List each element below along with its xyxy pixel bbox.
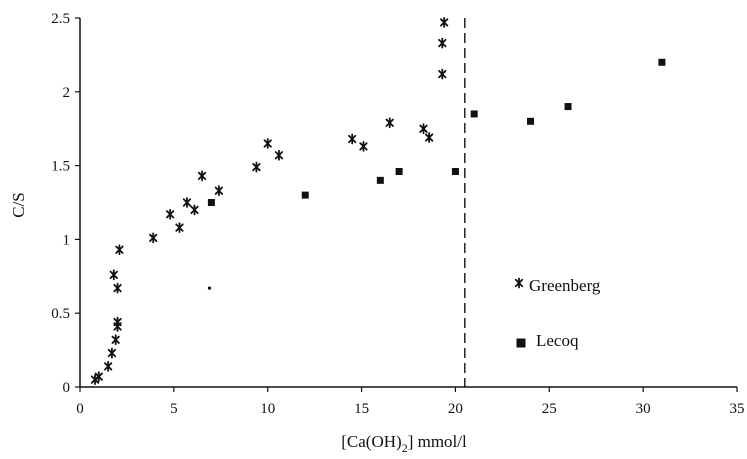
data-point-greenberg [440,17,449,28]
data-point-greenberg [113,316,122,328]
data-point-greenberg [175,222,184,233]
data-point-greenberg [197,170,207,182]
legend-marker-lecoq [516,338,526,348]
data-point-greenberg [438,68,447,80]
x-axis-title-main: [Ca(OH) [341,432,401,451]
y-tick-label: 2 [63,85,71,101]
y-axis-title: C/S [9,192,28,218]
data-point-greenberg [107,347,117,359]
legend-marker-greenberg [514,277,524,289]
data-point-lecoq [301,191,309,199]
x-tick-label: 10 [260,401,275,417]
legend-square-icon [516,338,526,348]
data-point-greenberg [149,232,158,244]
data-point-lecoq [207,199,215,206]
data-point-greenberg [385,117,394,129]
x-tick-label: 35 [730,401,745,417]
data-point-greenberg [419,123,428,135]
data-point-lecoq [395,168,403,176]
legend-asterisk-icon [514,277,524,289]
data-point-greenberg [359,141,368,152]
y-tick-label: 0 [63,380,71,396]
data-point-greenberg [214,185,224,197]
x-tick-label: 25 [542,401,557,417]
data-point-greenberg [111,334,120,346]
data-point-greenberg [115,244,124,256]
data-point-greenberg [94,371,103,383]
data-point-greenberg [274,149,284,161]
data-point-lecoq [470,110,478,118]
data-points [90,17,666,386]
data-point-greenberg [425,132,434,143]
data-point-lecoq [658,58,666,66]
data-point-lecoq [451,168,459,176]
data-point-greenberg [252,161,261,173]
x-ticks: 0 5 10 15 20 25 30 35 [76,387,745,417]
data-point-lecoq [564,103,572,111]
x-tick-label: 15 [354,401,369,417]
x-tick-label: 0 [76,401,84,417]
data-point-greenberg [113,282,122,294]
data-point-greenberg [109,269,118,281]
data-point-greenberg [190,204,199,216]
x-axis-title: [Ca(OH)2] mmol/l [341,432,467,455]
x-tick-label: 30 [636,401,651,417]
stray-dot [207,286,212,290]
data-point-greenberg [348,133,357,145]
x-tick-label: 5 [170,401,178,417]
data-point-lecoq [527,117,535,125]
y-tick-label: 1 [63,232,71,248]
legend-label-lecoq: Lecoq [536,331,579,350]
data-point-lecoq [376,176,384,184]
data-point-greenberg [104,360,113,372]
y-tick-label: 0.5 [51,306,70,322]
y-tick-label: 2.5 [51,11,70,27]
y-ticks: 0 0.5 1 1.5 2 2.5 [51,11,80,396]
plot-area: 0 5 10 15 20 25 30 35 0 0.5 1 1.5 2 2.5 [51,11,744,417]
data-point-greenberg [438,37,447,49]
data-point-greenberg [182,197,192,208]
data-point-greenberg [165,208,175,220]
data-point-greenberg [263,138,272,149]
x-axis-title-subscript: 2 [402,441,408,455]
x-tick-label: 20 [448,401,463,417]
x-axis-title-tail: ] mmol/l [408,432,467,451]
legend-label-greenberg: Greenberg [529,276,601,295]
legend: Greenberg Lecoq [514,276,601,350]
y-tick-label: 1.5 [51,159,70,175]
